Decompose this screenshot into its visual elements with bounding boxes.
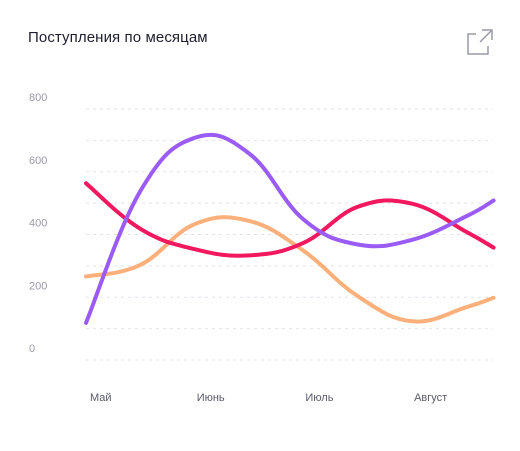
series-line[interactable]: [84, 181, 496, 258]
external-link-icon: [467, 29, 493, 55]
y-tick-label: 800: [29, 92, 47, 104]
series-line[interactable]: [84, 132, 496, 325]
expand-button[interactable]: [464, 28, 494, 58]
x-tick-label: Май: [90, 392, 112, 404]
chart-title: Поступления по месяцам: [28, 29, 208, 46]
series-line[interactable]: [84, 215, 496, 324]
y-tick-label: 0: [29, 343, 35, 355]
x-tick-label: Июнь: [197, 392, 225, 404]
y-tick-label: 400: [29, 218, 47, 230]
y-tick-label: 600: [29, 155, 47, 167]
y-tick-label: 200: [29, 280, 47, 292]
x-tick-label: Август: [414, 392, 447, 404]
x-tick-label: Июль: [305, 392, 333, 404]
